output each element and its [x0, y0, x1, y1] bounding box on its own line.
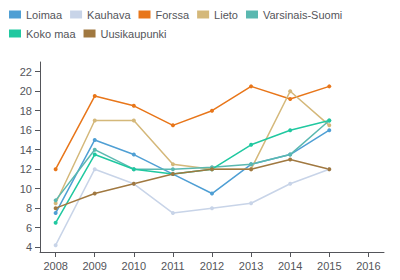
svg-text:2014: 2014 [278, 260, 302, 272]
svg-text:2010: 2010 [122, 260, 146, 272]
svg-text:10: 10 [20, 183, 32, 195]
svg-text:12: 12 [20, 163, 32, 175]
svg-text:4: 4 [26, 241, 32, 253]
svg-text:2009: 2009 [82, 260, 106, 272]
svg-text:Uusikaupunki: Uusikaupunki [101, 28, 167, 40]
svg-text:18: 18 [20, 105, 32, 117]
svg-text:8: 8 [26, 202, 32, 214]
svg-text:2011: 2011 [161, 260, 185, 272]
svg-text:2008: 2008 [43, 260, 67, 272]
svg-text:Varsinais-Suomi: Varsinais-Suomi [263, 9, 342, 21]
svg-text:Koko maa: Koko maa [26, 28, 76, 40]
svg-text:Lieto: Lieto [214, 9, 238, 21]
svg-text:Loimaa: Loimaa [26, 9, 63, 21]
svg-text:2015: 2015 [317, 260, 341, 272]
svg-text:22: 22 [20, 66, 32, 78]
svg-text:2012: 2012 [200, 260, 224, 272]
svg-text:2016: 2016 [356, 260, 380, 272]
svg-text:16: 16 [20, 124, 32, 136]
svg-text:20: 20 [20, 85, 32, 97]
svg-text:6: 6 [26, 222, 32, 234]
svg-text:Forssa: Forssa [156, 9, 191, 21]
svg-text:14: 14 [20, 144, 32, 156]
svg-text:2013: 2013 [239, 260, 263, 272]
svg-text:Kauhava: Kauhava [87, 9, 131, 21]
